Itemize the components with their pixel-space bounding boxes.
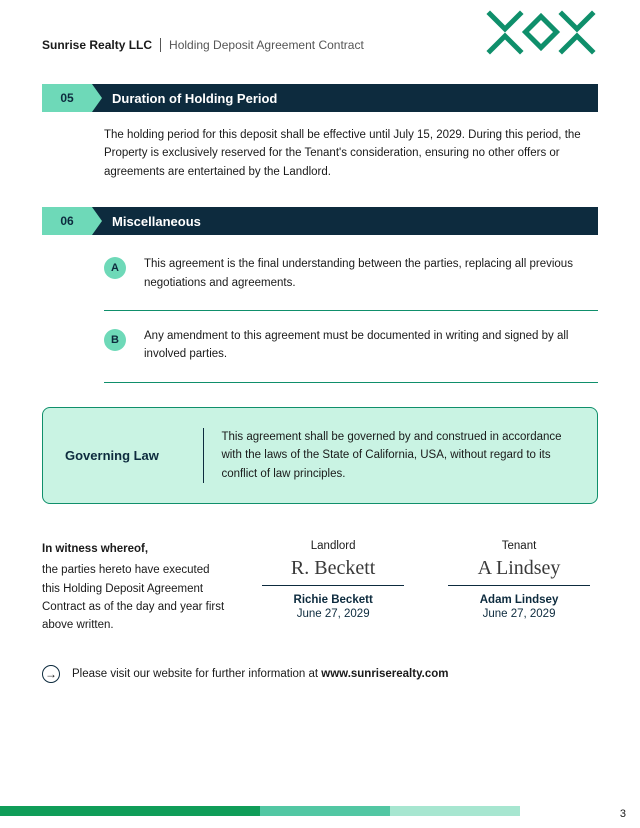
page-number: 3 (620, 808, 626, 820)
section-title: Miscellaneous (92, 207, 598, 235)
witness-body: the parties hereto have executed this Ho… (42, 564, 224, 631)
signature-script: A Lindsey (448, 558, 590, 586)
signature-tenant: Tenant A Lindsey Adam Lindsey June 27, 2… (440, 540, 598, 635)
corner-pattern-icon (480, 6, 620, 66)
company-name: Sunrise Realty LLC (42, 38, 152, 52)
sub-item-a: A This agreement is the final understand… (42, 249, 598, 306)
signature-role: Tenant (440, 540, 598, 552)
section-header-05: 05 Duration of Holding Period (42, 84, 598, 112)
footer-text: Please visit our website for further inf… (72, 668, 321, 680)
signature-name: Adam Lindsey (440, 594, 598, 606)
sub-text: Any amendment to this agreement must be … (144, 327, 598, 364)
header-divider (160, 38, 161, 52)
sub-divider (104, 382, 598, 383)
governing-law-text: This agreement shall be governed by and … (221, 428, 575, 483)
signature-role: Landlord (254, 540, 412, 552)
signature-date: June 27, 2029 (440, 608, 598, 620)
signature-landlord: Landlord R. Beckett Richie Beckett June … (254, 540, 412, 635)
witness-lead: In witness whereof, (42, 540, 226, 558)
sub-letter-badge: A (104, 257, 126, 279)
witness-clause: In witness whereof, the parties hereto h… (42, 540, 226, 635)
sub-text: This agreement is the final understandin… (144, 255, 598, 292)
governing-law-box: Governing Law This agreement shall be go… (42, 407, 598, 504)
signature-row: In witness whereof, the parties hereto h… (42, 540, 598, 635)
sub-divider (104, 310, 598, 311)
section-title: Duration of Holding Period (92, 84, 598, 112)
signature-name: Richie Beckett (254, 594, 412, 606)
footer-note: → Please visit our website for further i… (42, 665, 598, 683)
bottom-accent-bar (0, 806, 520, 816)
sub-item-b: B Any amendment to this agreement must b… (42, 321, 598, 378)
governing-law-label: Governing Law (65, 428, 185, 483)
signature-script: R. Beckett (262, 558, 404, 586)
signature-date: June 27, 2029 (254, 608, 412, 620)
section-body-05: The holding period for this deposit shal… (42, 126, 598, 181)
footer-url: www.sunriserealty.com (321, 668, 448, 680)
section-number: 05 (42, 84, 92, 112)
arrow-right-icon: → (42, 665, 60, 683)
section-header-06: 06 Miscellaneous (42, 207, 598, 235)
section-number: 06 (42, 207, 92, 235)
sub-letter-badge: B (104, 329, 126, 351)
document-subtitle: Holding Deposit Agreement Contract (169, 38, 364, 52)
